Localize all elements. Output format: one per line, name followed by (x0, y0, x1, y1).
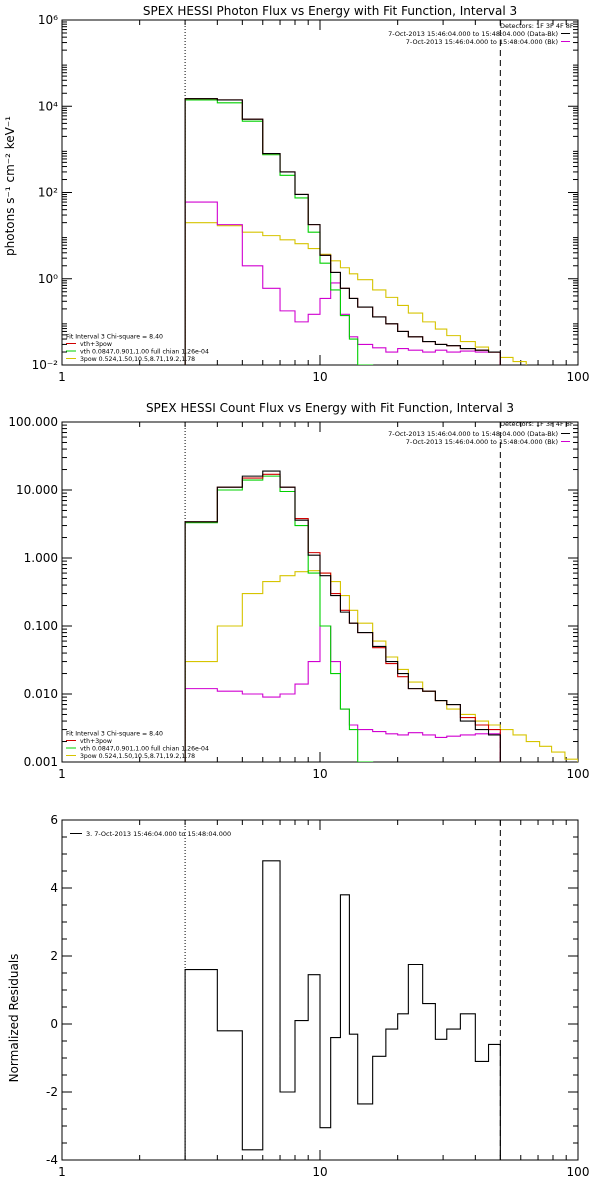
y-tick-label: 0.100 (24, 619, 58, 633)
series-step-line (184, 201, 501, 365)
fit-info-line: vth 0.0847,0.901,1.00 full chian 1.26e-0… (80, 349, 209, 356)
x-tick-label: 100 (567, 1165, 590, 1179)
series-step-line (184, 625, 501, 762)
y-tick-label: 0.001 (24, 755, 58, 769)
y-tick-label: 10⁴ (38, 99, 58, 113)
series-step-line (184, 222, 527, 365)
legend-entry: 7-Oct-2013 15:46:04.000 to 15:48:04.000 … (406, 438, 558, 446)
fit-info-line: 3pow 0.524,1.50,10.5,8.71,19.2,1.78 (80, 356, 195, 363)
x-tick-label: 1 (58, 767, 66, 781)
photon-flux-title: SPEX HESSI Photon Flux vs Energy with Fi… (143, 4, 517, 18)
legend-entry: 7-Oct-2013 15:46:04.000 to 15:48:04.000 … (406, 38, 558, 46)
y-tick-label: 0 (50, 1017, 58, 1031)
y-tick-label: 10⁰ (38, 272, 58, 286)
y-tick-label: 10⁻² (32, 358, 59, 372)
y-tick-label: 10.000 (16, 483, 58, 497)
photon-flux-panel: SPEX HESSI Photon Flux vs Energy with Fi… (3, 4, 589, 384)
x-tick-label: 10 (312, 370, 327, 384)
series-step-line (184, 470, 501, 762)
y-tick-label: 2 (50, 949, 58, 963)
y-tick-label: 6 (50, 813, 58, 827)
count-detectors-label: Detectors: 1F 3F 4F 8F (500, 420, 574, 428)
series-step-line (184, 98, 501, 365)
residuals-panel: Normalized Residuals 1 10 100 -4 -2 0 2 4 6 3. 7-… (7, 813, 589, 1179)
legend-entry: 7-Oct-2013 15:46:04.000 to 15:48:04.000 … (388, 30, 558, 38)
series-step-line (184, 473, 501, 762)
y-tick-label: 100.000 (8, 415, 58, 429)
y-tick-label: 10² (38, 186, 58, 200)
x-tick-label: 100 (567, 370, 590, 384)
legend-entry: 7-Oct-2013 15:46:04.000 to 15:48:04.000 … (388, 430, 558, 438)
y-tick-label: -4 (46, 1153, 58, 1167)
y-tick-label: -2 (46, 1085, 58, 1099)
count-flux-panel: SPEX HESSI Count Flux vs Energy with Fit… (8, 401, 589, 781)
fit-info-line: vth 0.0847,0.901,1.00 full chian 1.26e-0… (80, 746, 209, 753)
fit-info-line: vth+3pow (80, 738, 112, 745)
y-tick-label: 1.000 (24, 551, 58, 565)
x-tick-label: 1 (58, 370, 66, 384)
fit-info-line: Fit Interval 3 Chi-square = 8.40 (66, 731, 163, 738)
photon-detectors-label: Detectors: 1F 3F 4F 8F (500, 22, 574, 30)
residuals-ylabel: Normalized Residuals (7, 954, 21, 1083)
fit-info-line: 3pow 0.524,1.50,10.5,8.71,19.2,1.78 (80, 753, 195, 760)
fit-info-line: Fit Interval 3 Chi-square = 8.40 (66, 334, 163, 341)
count-flux-title: SPEX HESSI Count Flux vs Energy with Fit… (146, 401, 514, 415)
series-step-line (184, 570, 578, 762)
series-step-line (184, 98, 501, 365)
legend-entry: 3. 7-Oct-2013 15:46:04.000 to 15:48:04.0… (86, 830, 231, 838)
series-step-line (184, 99, 374, 365)
x-tick-label: 1 (58, 1165, 66, 1179)
x-tick-label: 10 (312, 767, 327, 781)
series-step-line (184, 475, 374, 762)
series-step-line (184, 860, 501, 1160)
y-tick-label: 10⁶ (38, 13, 58, 27)
x-tick-label: 100 (567, 767, 590, 781)
y-tick-label: 4 (50, 881, 58, 895)
y-tick-label: 0.010 (24, 687, 58, 701)
photon-flux-ylabel: photons s⁻¹ cm⁻² keV⁻¹ (3, 116, 17, 256)
x-tick-label: 10 (312, 1165, 327, 1179)
fit-info-line: vth+3pow (80, 341, 112, 348)
